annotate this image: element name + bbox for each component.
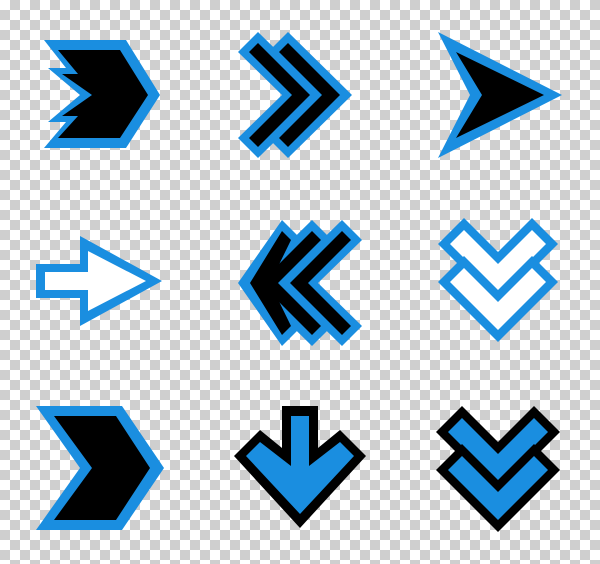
cursor-arrow-right-icon (438, 32, 562, 158)
double-chevron-down-icon (438, 218, 558, 342)
chevron-right-icon (36, 406, 164, 530)
double-chevron-right-icon (44, 40, 160, 148)
triple-chevron-left-icon (238, 220, 362, 346)
double-chevron-down-filled-icon (436, 406, 560, 532)
arrow-down-icon (234, 406, 366, 528)
arrow-right-icon (36, 236, 162, 326)
triple-chevron-right-icon (238, 32, 352, 158)
